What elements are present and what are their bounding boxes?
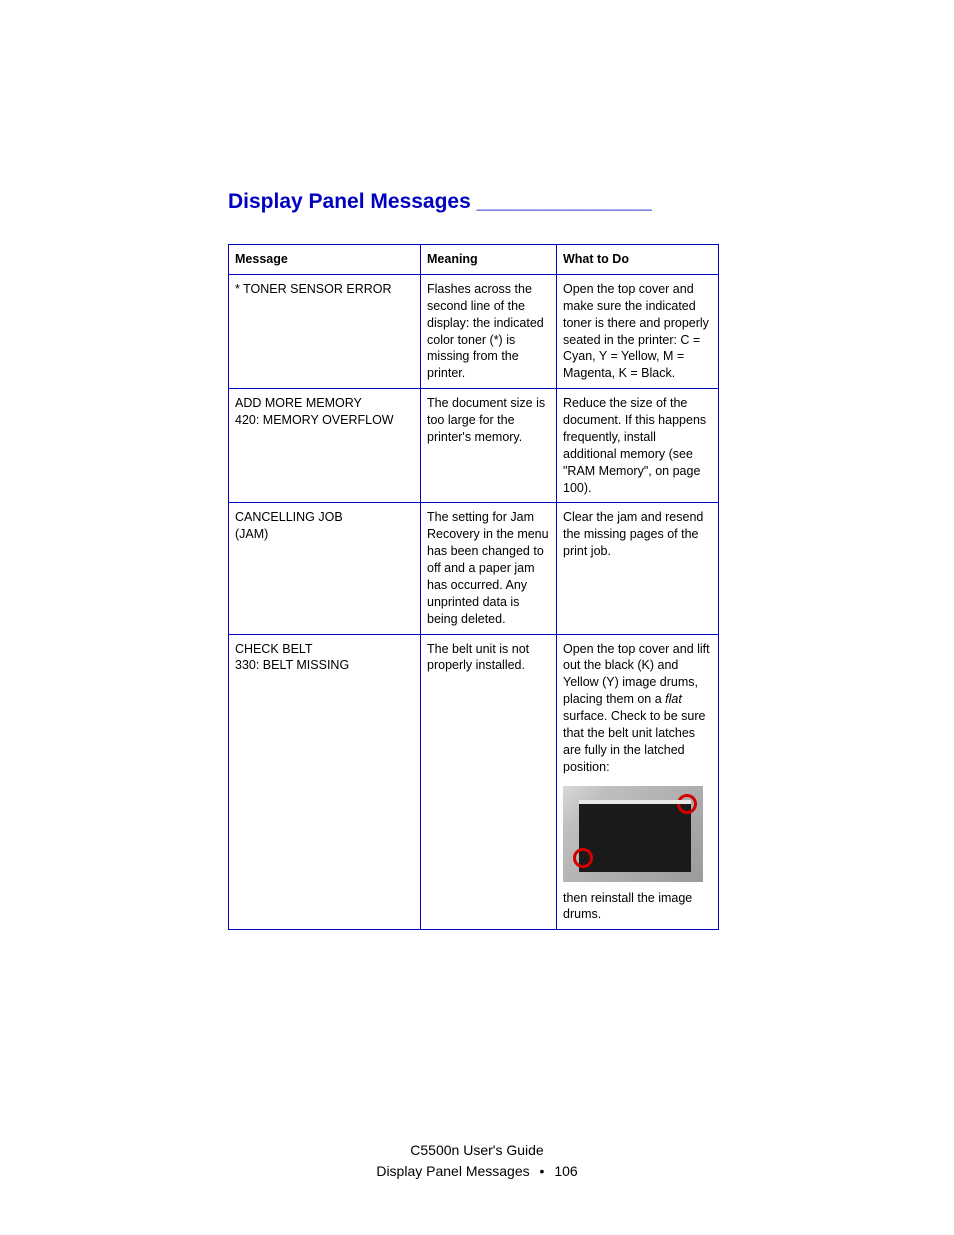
cell-action: Clear the jam and resend the missing pag… <box>557 503 719 634</box>
table-row: CHECK BELT330: BELT MISSING The belt uni… <box>229 634 719 930</box>
cell-meaning: Flashes across the second line of the di… <box>421 274 557 388</box>
cell-action: Open the top cover and make sure the ind… <box>557 274 719 388</box>
cell-meaning: The belt unit is not properly installed. <box>421 634 557 930</box>
latch-indicator-icon <box>677 794 697 814</box>
cell-message: CHECK BELT330: BELT MISSING <box>229 634 421 930</box>
cell-meaning: The setting for Jam Recovery in the menu… <box>421 503 557 634</box>
action-text-italic: flat <box>665 692 682 706</box>
action-text-post: then reinstall the image drums. <box>563 891 692 922</box>
page-footer: C5500n User's Guide Display Panel Messag… <box>0 1140 954 1182</box>
footer-guide-title: C5500n User's Guide <box>0 1140 954 1161</box>
col-header-action: What to Do <box>557 245 719 275</box>
footer-page-number: 106 <box>554 1163 577 1179</box>
cell-message: CANCELLING JOB(JAM) <box>229 503 421 634</box>
col-header-meaning: Meaning <box>421 245 557 275</box>
cell-meaning: The document size is too large for the p… <box>421 389 557 503</box>
belt-latch-figure <box>563 786 703 882</box>
col-header-message: Message <box>229 245 421 275</box>
footer-section-name: Display Panel Messages <box>376 1163 529 1179</box>
cell-message: * TONER SENSOR ERROR <box>229 274 421 388</box>
table-row: ADD MORE MEMORY420: MEMORY OVERFLOW The … <box>229 389 719 503</box>
action-text-pre: Open the top cover and lift out the blac… <box>563 642 710 707</box>
cell-action: Open the top cover and lift out the blac… <box>557 634 719 930</box>
cell-message: ADD MORE MEMORY420: MEMORY OVERFLOW <box>229 389 421 503</box>
messages-table: Message Meaning What to Do * TONER SENSO… <box>228 244 719 930</box>
cell-action: Reduce the size of the document. If this… <box>557 389 719 503</box>
table-row: CANCELLING JOB(JAM) The setting for Jam … <box>229 503 719 634</box>
latch-indicator-icon <box>573 848 593 868</box>
footer-bullet: • <box>534 1163 551 1179</box>
table-header-row: Message Meaning What to Do <box>229 245 719 275</box>
action-text-mid: surface. Check to be sure that the belt … <box>563 709 705 774</box>
table-row: * TONER SENSOR ERROR Flashes across the … <box>229 274 719 388</box>
section-heading: Display Panel Messages _______________ <box>228 190 726 214</box>
